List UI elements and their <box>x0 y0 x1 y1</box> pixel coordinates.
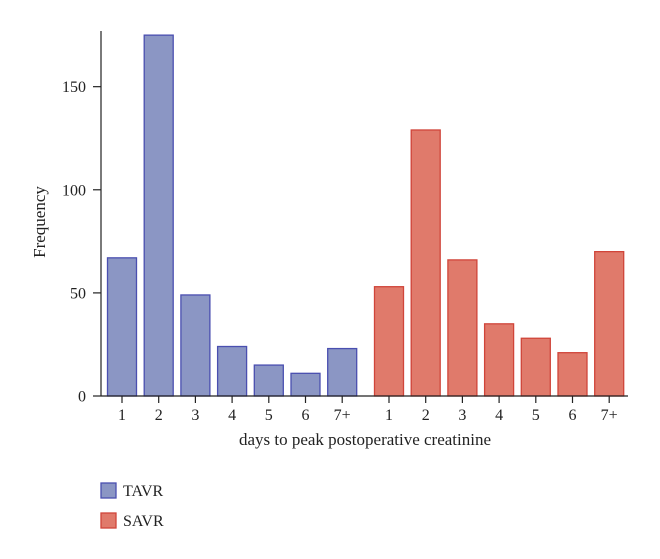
y-tick-label: 50 <box>70 285 86 302</box>
bar-savr-4 <box>483 323 515 397</box>
plot-area <box>106 34 625 397</box>
legend: TAVR SAVR <box>100 482 164 530</box>
bar-savr-3 <box>447 259 478 397</box>
y-tick-label: 150 <box>62 79 86 96</box>
bar-tavr-1 <box>106 257 138 397</box>
x-tick-label: 3 <box>191 407 199 424</box>
bar-tavr-7plus <box>327 347 358 397</box>
x-tick-label: 6 <box>302 407 310 424</box>
x-axis-ticks: 1 2 3 4 5 6 7+ 1 2 3 4 5 6 7+ <box>118 396 618 424</box>
legend-swatch-savr <box>100 512 117 529</box>
x-tick-label: 2 <box>422 407 430 424</box>
x-tick-label: 6 <box>569 407 577 424</box>
legend-label-savr: SAVR <box>123 513 164 530</box>
x-tick-label: 4 <box>495 407 503 424</box>
y-axis-title: Frequency <box>30 186 49 258</box>
bar-tavr-3 <box>180 294 211 397</box>
bar-tavr-6 <box>290 372 321 397</box>
y-tick-label: 0 <box>78 389 86 406</box>
y-axis-ticks: 0 50 100 150 <box>62 79 101 406</box>
x-axis-title: days to peak postoperative creatinine <box>239 430 491 449</box>
bar-savr-7plus <box>594 250 625 397</box>
bar-savr-6 <box>557 352 588 397</box>
bar-savr-1 <box>373 286 405 397</box>
bar-savr-2 <box>410 129 441 397</box>
bar-tavr-4 <box>216 345 248 397</box>
y-tick-label: 100 <box>62 182 86 199</box>
x-tick-label: 7+ <box>601 407 618 424</box>
x-tick-label: 4 <box>228 407 236 424</box>
x-tick-label: 1 <box>118 407 126 424</box>
x-tick-label: 2 <box>155 407 163 424</box>
x-tick-label: 3 <box>458 407 466 424</box>
bar-tavr-2 <box>143 34 174 397</box>
x-tick-label: 5 <box>532 407 540 424</box>
legend-swatch-tavr <box>100 482 117 499</box>
bar-tavr-5 <box>253 364 284 397</box>
x-tick-label: 1 <box>385 407 393 424</box>
x-tick-label: 7+ <box>334 407 351 424</box>
x-tick-label: 5 <box>265 407 273 424</box>
bar-savr-5 <box>520 337 551 397</box>
legend-label-tavr: TAVR <box>123 483 164 500</box>
